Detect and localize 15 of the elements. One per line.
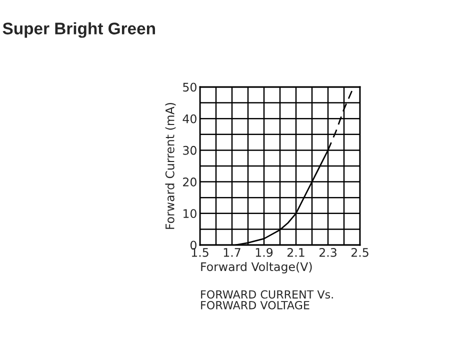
x-axis-title: Forward Voltage(V) bbox=[201, 262, 312, 274]
y-tick-label: 30 bbox=[183, 146, 196, 155]
x-tick-label: 2.1 bbox=[287, 248, 304, 257]
x-tick-label: 1.9 bbox=[256, 248, 273, 257]
x-tick-label: 1.7 bbox=[224, 248, 240, 257]
x-tick-label: 1.5 bbox=[192, 248, 208, 257]
x-tick-label: 2.5 bbox=[351, 248, 368, 257]
y-tick-label: 20 bbox=[183, 178, 196, 186]
y-axis-title: Forward Current (mA) bbox=[165, 102, 176, 229]
y-tick-label: 10 bbox=[183, 209, 196, 218]
text: FORWARD CURRENT Vs. FORWARD VOLTAGE bbox=[201, 290, 333, 310]
y-tick-label: 40 bbox=[182, 114, 196, 124]
y-tick-label: 50 bbox=[183, 82, 196, 92]
chart-title: Super Bright Green bbox=[2, 22, 155, 38]
x-tick-label: 2.3 bbox=[319, 248, 336, 257]
